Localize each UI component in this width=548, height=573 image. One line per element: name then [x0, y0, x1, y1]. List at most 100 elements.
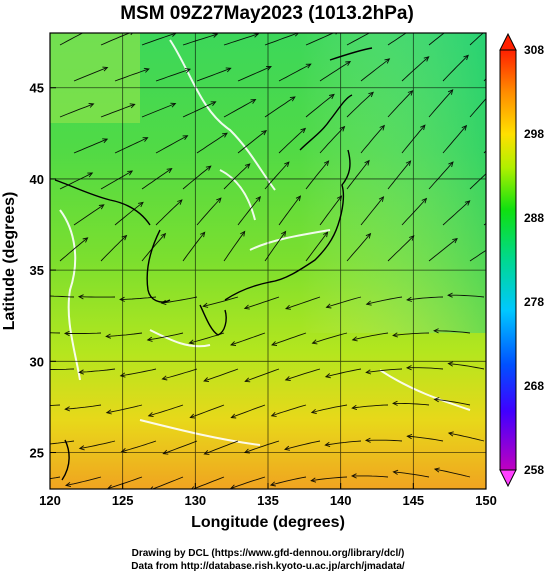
- streamline: [155, 68, 191, 82]
- streamline-arrowhead: [324, 441, 331, 448]
- streamline: [434, 398, 471, 406]
- streamline: [196, 67, 231, 82]
- colorbar-tick-label: 258: [524, 463, 544, 477]
- streamline: [365, 439, 403, 442]
- streamline-arrowhead: [406, 296, 413, 302]
- streamline-arrowhead: [102, 138, 109, 144]
- streamline-arrowhead: [184, 68, 191, 74]
- streamline-arrowhead: [384, 58, 391, 64]
- streamline: [448, 432, 485, 442]
- streamline-arrowhead: [129, 103, 136, 109]
- streamline-arrowhead: [87, 172, 94, 178]
- streamline-arrowhead: [188, 339, 195, 345]
- streamline: [223, 33, 259, 46]
- streamline: [64, 332, 102, 334]
- streamline: [393, 402, 430, 406]
- streamline-arrowhead: [166, 168, 173, 174]
- streamline-arrowhead: [305, 63, 312, 69]
- streamline: [148, 404, 184, 417]
- y-tick-label: 25: [30, 446, 44, 461]
- streamline-arrowhead: [433, 328, 439, 334]
- streamline-arrowhead: [230, 341, 237, 346]
- x-tick-label: 135: [257, 493, 279, 508]
- streamline: [182, 101, 216, 118]
- chart-title: MSM 09Z27May2023 (1013.2hPa): [120, 3, 414, 24]
- streamline-arrowhead: [447, 89, 454, 95]
- streamline: [352, 404, 389, 409]
- streamline: [448, 363, 485, 370]
- streamline: [141, 33, 177, 46]
- streamline: [244, 296, 280, 309]
- streamline: [151, 476, 184, 489]
- streamline-arrowhead: [406, 433, 413, 440]
- streamline: [182, 232, 206, 262]
- streamline: [469, 97, 486, 118]
- streamline: [278, 63, 312, 82]
- streamline: [182, 33, 218, 46]
- streamline-arrowhead: [270, 411, 277, 417]
- streamline: [305, 33, 335, 46]
- streamline: [114, 137, 148, 154]
- streamline-arrowhead: [203, 377, 210, 383]
- streamline: [428, 238, 458, 262]
- streamline: [387, 90, 413, 118]
- x-tick-label: 145: [402, 493, 424, 508]
- streamline: [161, 296, 198, 304]
- streamline: [141, 233, 166, 262]
- streamline: [401, 56, 430, 82]
- streamline: [100, 103, 135, 118]
- streamline-arrowhead: [392, 400, 398, 406]
- streamline: [155, 135, 188, 154]
- streamline-arrowhead: [143, 67, 150, 73]
- streamline: [147, 332, 184, 341]
- streamline-arrowhead: [250, 98, 257, 104]
- y-tick-label: 30: [30, 354, 44, 369]
- streamline: [360, 125, 385, 154]
- streamline: [50, 440, 75, 445]
- streamline: [59, 33, 84, 46]
- streamline-arrowhead: [351, 336, 358, 342]
- streamline: [311, 404, 348, 413]
- y-axis-ticks: 25 30 35 40 45: [30, 81, 56, 461]
- x-axis-label: Longitude (degrees): [191, 514, 345, 531]
- streamline-arrowhead: [491, 164, 496, 169]
- streamline: [469, 33, 484, 46]
- streamline: [278, 195, 301, 226]
- streamline: [162, 368, 198, 380]
- streamline: [387, 160, 411, 190]
- streamline: [360, 196, 384, 226]
- streamline-arrowhead: [202, 302, 209, 308]
- streamline-arrowhead: [64, 482, 72, 488]
- streamline-arrowhead: [322, 231, 329, 238]
- streamline: [65, 404, 102, 410]
- streamline: [325, 440, 362, 446]
- streamline: [271, 404, 307, 417]
- streamline-arrowhead: [463, 54, 469, 61]
- streamline-arrowhead: [203, 449, 210, 455]
- streamline: [244, 440, 280, 453]
- streamline: [346, 233, 371, 262]
- streamline-arrowhead: [78, 445, 85, 451]
- streamline: [100, 235, 127, 262]
- streamline: [264, 96, 296, 118]
- streamline-arrowhead: [374, 28, 379, 32]
- streamline: [442, 54, 469, 82]
- streamline-arrowhead: [350, 473, 357, 479]
- y-tick-label: 40: [30, 172, 44, 187]
- streamline-arrowhead: [364, 437, 371, 443]
- streamline-arrowhead: [170, 102, 177, 108]
- lat-lon-grid: [50, 33, 486, 489]
- colorbar-tick-label: 298: [524, 127, 544, 141]
- streamline: [73, 204, 105, 226]
- x-tick-label: 120: [39, 493, 61, 508]
- streamline: [312, 332, 348, 344]
- y-tick-label: 45: [30, 81, 44, 96]
- streamline: [278, 128, 306, 154]
- credit-data: Data from http://database.rish.kyoto-u.a…: [131, 561, 405, 572]
- streamline-arrowhead: [351, 404, 358, 411]
- colorbar-tick-label: 278: [524, 295, 544, 309]
- streamline-arrowhead: [325, 303, 332, 309]
- streamline-arrowhead: [285, 304, 291, 310]
- streamline: [469, 249, 486, 262]
- streamline: [237, 66, 272, 82]
